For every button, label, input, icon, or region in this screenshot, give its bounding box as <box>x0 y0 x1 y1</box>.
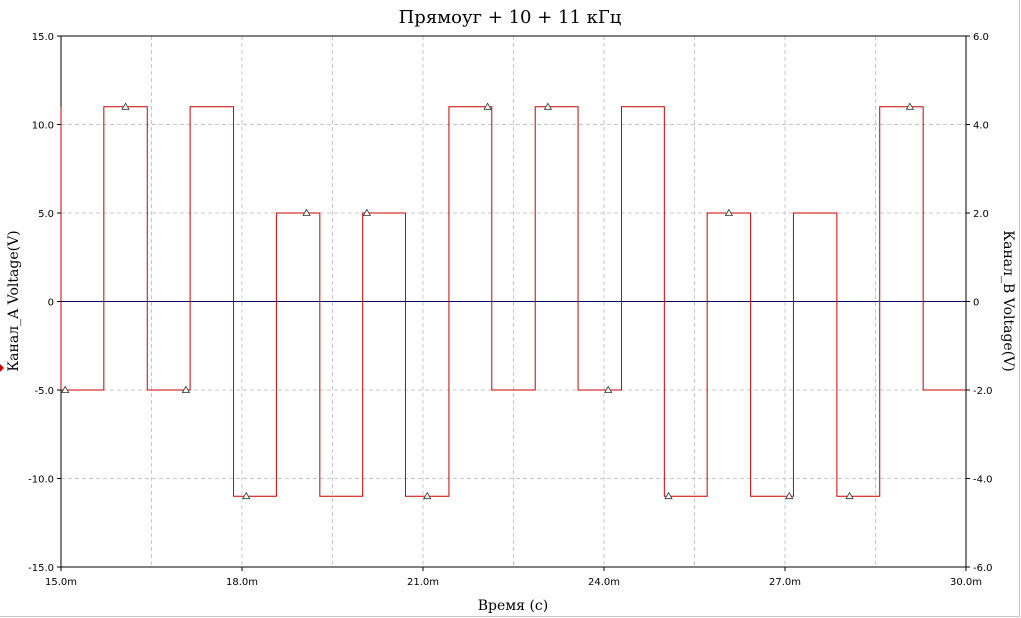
right-y-tick-label: 0 <box>973 298 979 309</box>
right-y-tick-label: -4.0 <box>973 475 993 486</box>
x-tick-label: 21.0m <box>407 577 439 588</box>
x-axis-label: Время (с) <box>478 598 548 614</box>
left-y-tick-label: -5.0 <box>34 386 54 397</box>
data-point-marker <box>423 491 432 500</box>
cursor-marker-icon[interactable] <box>0 364 4 372</box>
data-point-marker <box>664 491 673 500</box>
left-y-tick-label: -15.0 <box>28 563 54 574</box>
data-point-marker <box>604 385 613 393</box>
left-y-tick-label: 15.0 <box>32 32 54 43</box>
data-point-marker <box>483 102 492 110</box>
x-tick-label: 24.0m <box>588 577 620 588</box>
left-y-axis-label: Канал_A Voltage(V) <box>6 230 22 371</box>
data-point-marker <box>905 102 915 110</box>
right-y-tick-label: -2.0 <box>973 386 993 397</box>
x-tick-label: 30.0m <box>950 577 982 588</box>
x-axis-ticks: 15.0m 18.0m 21.0m 24.0m 27.0m 30.0m <box>45 567 982 588</box>
chart-title: Прямоуг + 10 + 11 кГц <box>399 7 622 28</box>
left-y-tick-label: 0 <box>48 298 54 309</box>
x-tick-label: 18.0m <box>226 577 258 588</box>
data-point-marker <box>724 208 734 216</box>
right-y-tick-label: 2.0 <box>973 209 989 220</box>
channel-a-line <box>60 106 966 497</box>
right-y-tick-label: 6.0 <box>973 32 989 43</box>
data-point-marker <box>242 491 251 500</box>
right-y-tick-label: 4.0 <box>973 121 989 132</box>
data-point-marker <box>362 208 372 216</box>
data-point-marker <box>61 385 70 393</box>
right-y-tick-label: -6.0 <box>973 563 993 574</box>
left-y-tick-label: 5.0 <box>38 209 54 220</box>
series-layer <box>60 102 966 500</box>
data-point-marker <box>121 102 130 110</box>
left-y-axis-ticks: 15.0 10.0 5.0 0 -5.0 -10.0 -15.0 <box>28 32 61 574</box>
right-y-axis-label: Канал_B Voltage(V) <box>1000 230 1016 371</box>
data-point-marker <box>302 208 311 216</box>
left-y-tick-label: -10.0 <box>28 475 54 486</box>
x-tick-label: 27.0m <box>769 577 801 588</box>
data-point-marker <box>543 102 553 110</box>
left-y-tick-label: 10.0 <box>32 121 54 132</box>
right-y-axis-ticks: 6.0 4.0 2.0 0 -2.0 -4.0 -6.0 <box>966 32 993 574</box>
x-tick-label: 15.0m <box>45 577 77 588</box>
data-point-marker <box>181 385 191 393</box>
data-point-marker <box>785 491 794 500</box>
data-point-marker <box>845 491 854 500</box>
